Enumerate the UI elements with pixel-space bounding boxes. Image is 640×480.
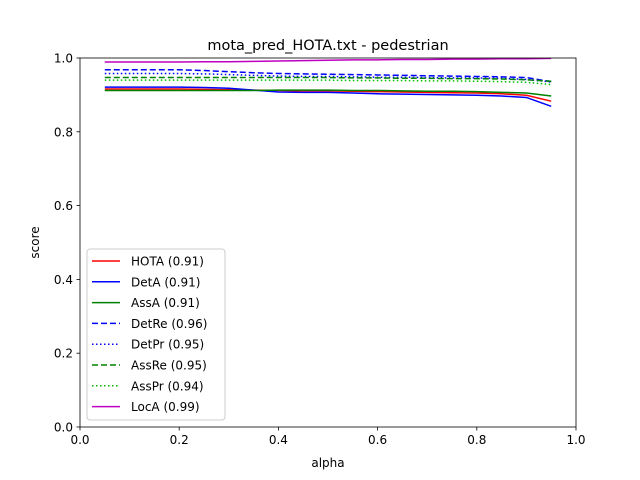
legend-label-6: AssPr (0.94) <box>131 379 204 393</box>
y-tick-label: 0.4 <box>54 273 73 287</box>
legend-label-7: LocA (0.99) <box>131 400 200 414</box>
series-line-7 <box>104 58 552 63</box>
legend: HOTA (0.91) DetA (0.91) AssA (0.91) DetRe (… <box>86 248 226 421</box>
series-line-5 <box>104 76 552 82</box>
axes-frame <box>79 57 577 428</box>
series-line-3 <box>104 69 552 83</box>
x-axis-label: alpha <box>311 456 344 470</box>
legend-label-4: DetPr (0.95) <box>131 338 204 352</box>
legend-label-2: AssA (0.91) <box>131 296 200 310</box>
x-tick-label: 0.0 <box>70 433 89 447</box>
x-tick-label: 1.0 <box>566 433 585 447</box>
y-tick-label: 1.0 <box>54 52 73 66</box>
axes-group: 0.0 0.2 0.4 0.6 0.8 1.0 0.0 0.2 0.4 0.6 0.8 1.0 <box>54 52 586 448</box>
legend-label-0: HOTA (0.91) <box>131 255 204 269</box>
chart-title: mota_pred_HOTA.txt - pedestrian <box>207 38 448 54</box>
x-tick-label: 0.8 <box>467 433 486 447</box>
y-tick-label: 0.2 <box>54 347 73 361</box>
series-group <box>104 58 552 108</box>
series-line-6 <box>104 79 552 86</box>
legend-label-1: DetA (0.91) <box>131 275 200 289</box>
y-tick-label: 0.6 <box>54 199 73 213</box>
y-axis-label: score <box>28 226 42 258</box>
series-line-2 <box>104 89 552 97</box>
series-line-1 <box>104 86 552 108</box>
legend-label-3: DetRe (0.96) <box>131 317 207 331</box>
x-tick-label: 0.6 <box>368 433 387 447</box>
x-tick-label: 0.4 <box>269 433 288 447</box>
y-tick-label: 0.8 <box>54 125 73 139</box>
legend-box <box>86 248 226 421</box>
legend-label-5: AssRe (0.95) <box>131 359 207 373</box>
x-tick-label: 0.2 <box>170 433 189 447</box>
y-tick-label: 0.0 <box>54 421 73 435</box>
